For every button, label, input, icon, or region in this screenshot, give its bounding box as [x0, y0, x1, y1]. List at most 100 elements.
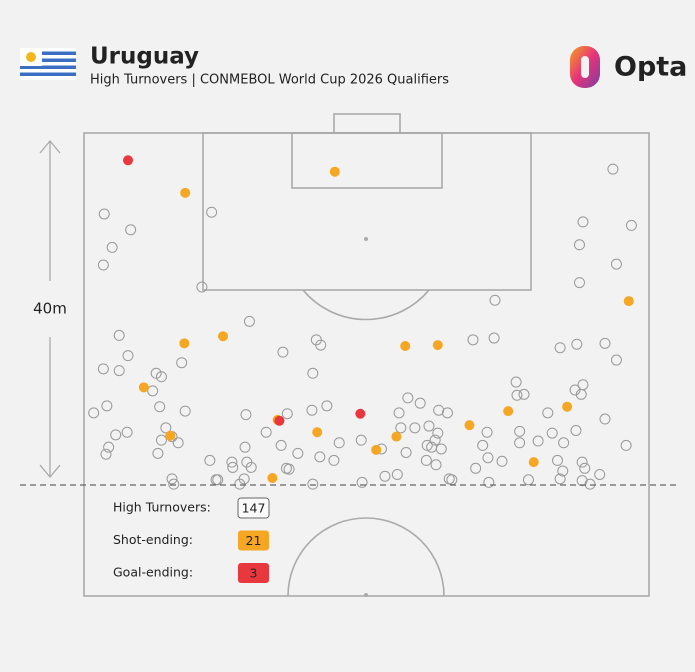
turnover-point	[432, 427, 444, 439]
turnover-point	[125, 224, 137, 236]
brand: Opta	[614, 52, 687, 83]
legend-label: Goal-ending:	[113, 565, 193, 580]
turnover-point	[488, 332, 500, 344]
turnover-point	[321, 400, 333, 412]
turnover-point	[518, 388, 530, 400]
turnover-point	[123, 155, 134, 166]
turnover-point	[477, 439, 489, 451]
turnover-point	[260, 426, 272, 438]
turnover-point	[409, 422, 421, 434]
turnover-point	[196, 281, 208, 293]
turnover-point	[414, 397, 426, 409]
turnover-point	[423, 420, 435, 432]
turnover-point	[575, 388, 587, 400]
turnover-point	[489, 294, 501, 306]
legend-count: 21	[246, 533, 262, 548]
turnover-point	[432, 340, 443, 351]
legend-box	[237, 497, 270, 519]
turnover-point	[510, 376, 522, 388]
turnover-point	[275, 439, 287, 451]
turnover-point	[113, 365, 125, 377]
turnover-point	[430, 459, 442, 471]
turnover-point	[292, 447, 304, 459]
turnover-point	[241, 456, 253, 468]
turnover-point	[204, 454, 216, 466]
turnover-point	[240, 409, 252, 421]
turnover-point	[554, 342, 566, 354]
turnover-point	[557, 465, 569, 477]
turnover-point	[122, 350, 134, 362]
turnover-point	[554, 473, 566, 485]
turnover-point	[467, 334, 479, 346]
turnover-point	[620, 439, 632, 451]
turnover-point	[576, 475, 588, 487]
turnover-point	[166, 473, 178, 485]
turnover-point	[239, 441, 251, 453]
turnover-point	[97, 363, 109, 375]
turnover-point	[393, 407, 405, 419]
turnover-point	[599, 337, 611, 349]
turnover-point	[165, 430, 176, 441]
turnover-point	[503, 406, 514, 417]
turnover-point	[355, 434, 367, 446]
turnover-point	[283, 463, 295, 475]
turnover-point	[356, 476, 368, 488]
turnover-point	[558, 437, 570, 449]
turnover-point	[206, 206, 218, 218]
turnover-point	[101, 400, 113, 412]
turnover-point	[312, 427, 323, 438]
turnover-point	[514, 425, 526, 437]
turnover-point	[307, 367, 319, 379]
turnover-point	[176, 357, 188, 369]
turnover-point	[155, 371, 167, 383]
legend-label: Shot-ending:	[113, 532, 193, 547]
turnover-point	[98, 208, 110, 220]
turnover-point	[152, 447, 164, 459]
turnover-point	[441, 407, 453, 419]
turnover-point	[400, 340, 411, 351]
turnover-point	[429, 434, 441, 446]
turnover-point	[121, 426, 133, 438]
turnover-point	[106, 241, 118, 253]
turnover-point	[584, 478, 596, 490]
turnover-point	[400, 446, 412, 458]
turnover-point	[562, 401, 573, 412]
turnover-point	[570, 424, 582, 436]
legend-count: 3	[250, 566, 258, 581]
turnover-point	[579, 462, 591, 474]
turnover-point	[168, 478, 180, 490]
turnover-point	[267, 472, 278, 483]
turnover-point	[172, 437, 184, 449]
turnover-point	[238, 473, 250, 485]
turnover-point	[522, 474, 534, 486]
turnover-point	[420, 454, 432, 466]
turnover-point	[328, 454, 340, 466]
turnover-point	[110, 429, 122, 441]
turnover-point	[483, 476, 495, 488]
turnover-point	[496, 455, 508, 467]
turnover-point	[314, 451, 326, 463]
title: Uruguay	[90, 44, 199, 70]
turnover-point	[379, 470, 391, 482]
turnover-point	[355, 408, 366, 419]
turnover-point	[329, 166, 340, 177]
turnover-point	[542, 407, 554, 419]
legend-box	[238, 530, 269, 551]
turnover-point	[391, 468, 403, 480]
turnover-point	[160, 422, 172, 434]
turnover-point	[514, 437, 526, 449]
turnover-point	[306, 404, 318, 416]
turnover-point	[421, 439, 433, 451]
turnover-point	[281, 408, 293, 420]
turnover-point	[88, 407, 100, 419]
turnover-point	[623, 296, 634, 307]
turnover-point	[218, 331, 229, 342]
turnover-point	[482, 452, 494, 464]
turnover-point	[147, 385, 159, 397]
turnover-point	[274, 415, 285, 426]
turnover-point	[546, 427, 558, 439]
turnover-point	[551, 454, 563, 466]
turnover-point	[395, 422, 407, 434]
opta-logo: Opta	[570, 46, 687, 88]
